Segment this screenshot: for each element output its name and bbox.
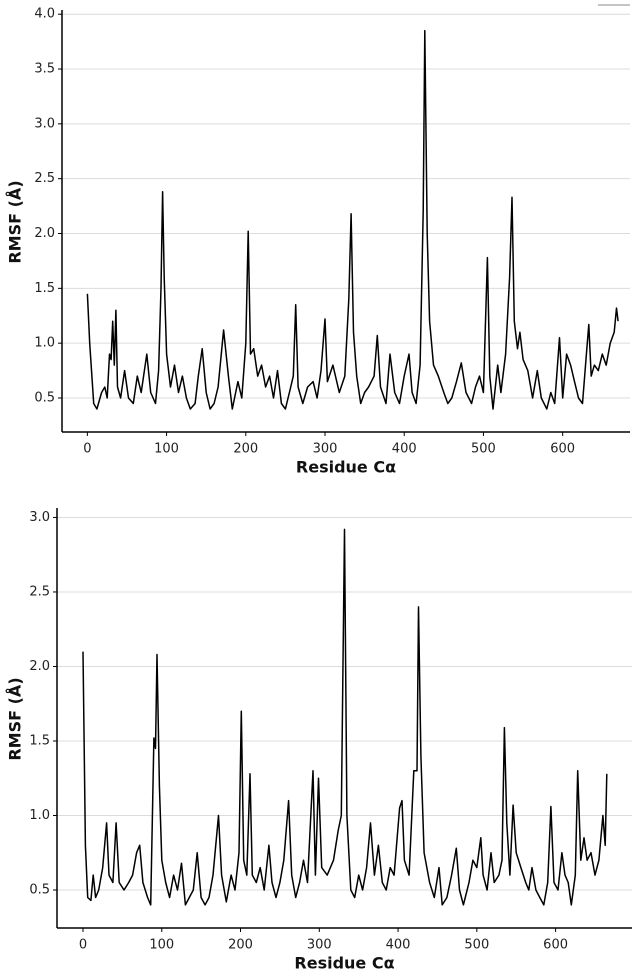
y-tick-label: 3.5 (34, 62, 55, 77)
x-axis-label: Residue Cα (296, 458, 396, 477)
y-tick-label: 2.0 (29, 659, 50, 674)
x-tick-label: 500 (471, 442, 496, 457)
x-tick-label: 200 (233, 442, 258, 457)
rmsf-line (86, 29, 619, 410)
x-tick-label: 600 (550, 442, 575, 457)
y-tick-label: 4.0 (34, 7, 55, 22)
x-tick-label: 400 (386, 938, 411, 953)
y-axis-label: RMSF (Å) (6, 677, 25, 760)
y-tick-label: 3.0 (29, 510, 50, 525)
x-tick-label: 0 (83, 442, 91, 457)
y-tick-label: 2.5 (29, 584, 50, 599)
y-tick-label: 2.0 (34, 226, 55, 241)
x-tick-label: 300 (313, 442, 338, 457)
x-tick-label: 500 (464, 938, 489, 953)
y-tick-label: 1.0 (29, 808, 50, 823)
rmsf-line (82, 528, 608, 906)
y-tick-label: 1.0 (34, 336, 55, 351)
x-tick-label: 400 (392, 442, 417, 457)
y-axis-label: RMSF (Å) (6, 180, 25, 263)
y-tick-label: 1.5 (29, 733, 50, 748)
y-tick-label: 1.5 (34, 281, 55, 296)
x-tick-label: 600 (543, 938, 568, 953)
x-axis-label: Residue Cα (294, 954, 394, 973)
y-tick-label: 2.5 (34, 171, 55, 186)
y-tick-label: 3.0 (34, 116, 55, 131)
y-tick-label: 0.5 (34, 391, 55, 406)
x-tick-label: 100 (149, 938, 174, 953)
x-tick-label: 0 (79, 938, 87, 953)
x-tick-label: 300 (307, 938, 332, 953)
x-tick-label: 100 (154, 442, 179, 457)
x-tick-label: 200 (228, 938, 253, 953)
y-tick-label: 0.5 (29, 883, 50, 898)
